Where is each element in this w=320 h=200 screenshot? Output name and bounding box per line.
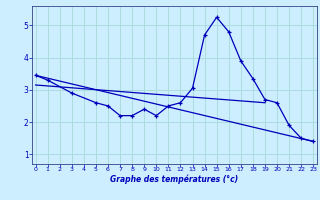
X-axis label: Graphe des températures (°c): Graphe des températures (°c) bbox=[110, 175, 238, 184]
